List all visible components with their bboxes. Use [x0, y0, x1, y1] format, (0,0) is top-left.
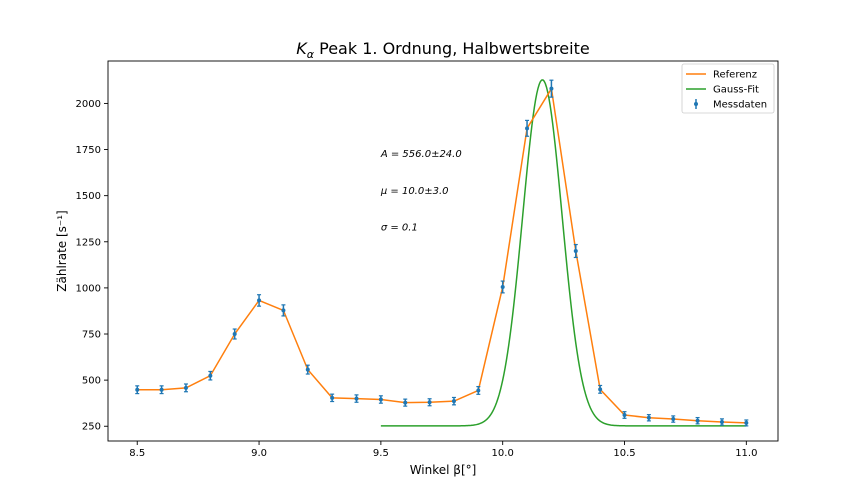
annotations-layer: A = 556.0±24.0 μ = 10.0±3.0 σ = 0.1 — [380, 149, 462, 234]
y-tick-label: 2000 — [76, 99, 101, 110]
legend-label: Gauss-Fit — [713, 85, 759, 96]
messdaten-point — [573, 243, 578, 259]
messdaten-point — [183, 383, 188, 393]
data-marker — [183, 385, 188, 390]
data-marker — [257, 298, 262, 303]
messdaten-point — [232, 328, 237, 340]
gauss-fit-layer — [380, 79, 747, 427]
messdaten-point — [671, 415, 676, 423]
x-axis-label: Winkel β[°] — [410, 463, 477, 477]
chart-title: Kα Peak 1. Ordnung, Halbwertsbreite — [296, 39, 589, 61]
data-marker — [135, 387, 140, 392]
data-marker — [232, 332, 237, 337]
legend-item: Messdaten — [694, 99, 767, 111]
plot-background — [108, 61, 778, 441]
data-marker — [208, 373, 213, 378]
fit-parameter-annotation: μ = 10.0±3.0 — [380, 186, 449, 197]
legend-marker-swatch — [694, 102, 698, 106]
data-marker — [354, 396, 359, 401]
legend-label: Messdaten — [713, 100, 767, 111]
axes-layer: 8.5 9.0 9.5 10.0 10.5 11.0 250 500 750 1000 1250 15… — [76, 60, 779, 459]
data-marker — [549, 86, 554, 91]
data-marker — [671, 417, 676, 422]
legend-box — [681, 63, 775, 114]
messdaten-point — [330, 393, 335, 403]
referenz-layer — [137, 86, 747, 424]
messdaten-point — [500, 280, 505, 294]
data-marker — [451, 399, 456, 404]
messdaten-point — [549, 79, 554, 98]
data-marker — [281, 308, 286, 313]
data-marker — [403, 400, 408, 405]
messdaten-point — [257, 294, 262, 307]
messdaten-point — [451, 396, 456, 406]
data-marker — [330, 395, 335, 400]
data-marker — [305, 367, 310, 372]
y-tick-label: 250 — [82, 422, 101, 433]
data-marker — [427, 400, 432, 405]
data-marker — [159, 387, 164, 392]
data-marker — [476, 388, 481, 393]
legend-item: Gauss-Fit — [686, 85, 759, 96]
messdaten-point — [744, 419, 749, 427]
messdaten-point — [476, 385, 481, 395]
data-marker — [378, 397, 383, 402]
y-tick-label: 1750 — [76, 145, 101, 156]
data-marker — [598, 387, 603, 392]
messdaten-point — [403, 398, 408, 407]
legend-item: Referenz — [686, 70, 757, 81]
data-marker — [500, 284, 505, 289]
plot-area — [108, 61, 778, 441]
messdaten-point — [427, 398, 432, 407]
data-marker — [646, 415, 651, 420]
legend-label: Referenz — [713, 70, 757, 81]
data-marker — [573, 249, 578, 253]
legend: Referenz Gauss-Fit Messdaten — [681, 63, 775, 114]
messdaten-point — [695, 416, 700, 425]
messdaten-layer — [135, 79, 749, 427]
referenz-line — [137, 86, 747, 424]
messdaten-point — [281, 304, 286, 317]
fit-parameter-annotation: A = 556.0±24.0 — [380, 149, 462, 160]
data-marker — [622, 412, 627, 417]
messdaten-point — [208, 370, 213, 381]
messdaten-point — [646, 414, 651, 422]
data-marker — [525, 126, 530, 131]
y-tick-label: 1000 — [76, 283, 101, 294]
messdaten-point — [525, 119, 530, 137]
x-tick-label: 11.0 — [735, 448, 757, 459]
messdaten-point — [622, 411, 627, 419]
y-tick-label: 1250 — [76, 237, 101, 248]
x-tick-label: 8.5 — [129, 448, 145, 459]
messdaten-point — [719, 418, 724, 426]
messdaten-point — [159, 385, 164, 395]
x-tick-label: 10.0 — [492, 448, 514, 459]
y-tick-label: 750 — [82, 330, 101, 341]
messdaten-point — [378, 395, 383, 404]
fit-parameter-annotation: σ = 0.1 — [381, 223, 418, 234]
messdaten-point — [305, 364, 310, 375]
x-tick-label: 9.5 — [373, 448, 389, 459]
x-tick-label: 10.5 — [613, 448, 635, 459]
x-tick-label: 9.0 — [251, 448, 267, 459]
y-tick-label: 1500 — [76, 191, 101, 202]
messdaten-point — [135, 385, 140, 395]
axes-frame — [107, 60, 779, 442]
messdaten-point — [598, 384, 603, 394]
data-marker — [744, 420, 749, 425]
data-marker — [695, 418, 700, 423]
y-tick-label: 500 — [82, 376, 101, 387]
messdaten-point — [354, 394, 359, 403]
y-axis-label: Zählrate [s⁻¹] — [55, 210, 69, 291]
data-marker — [719, 420, 724, 424]
gauss-fit-line — [380, 79, 747, 427]
